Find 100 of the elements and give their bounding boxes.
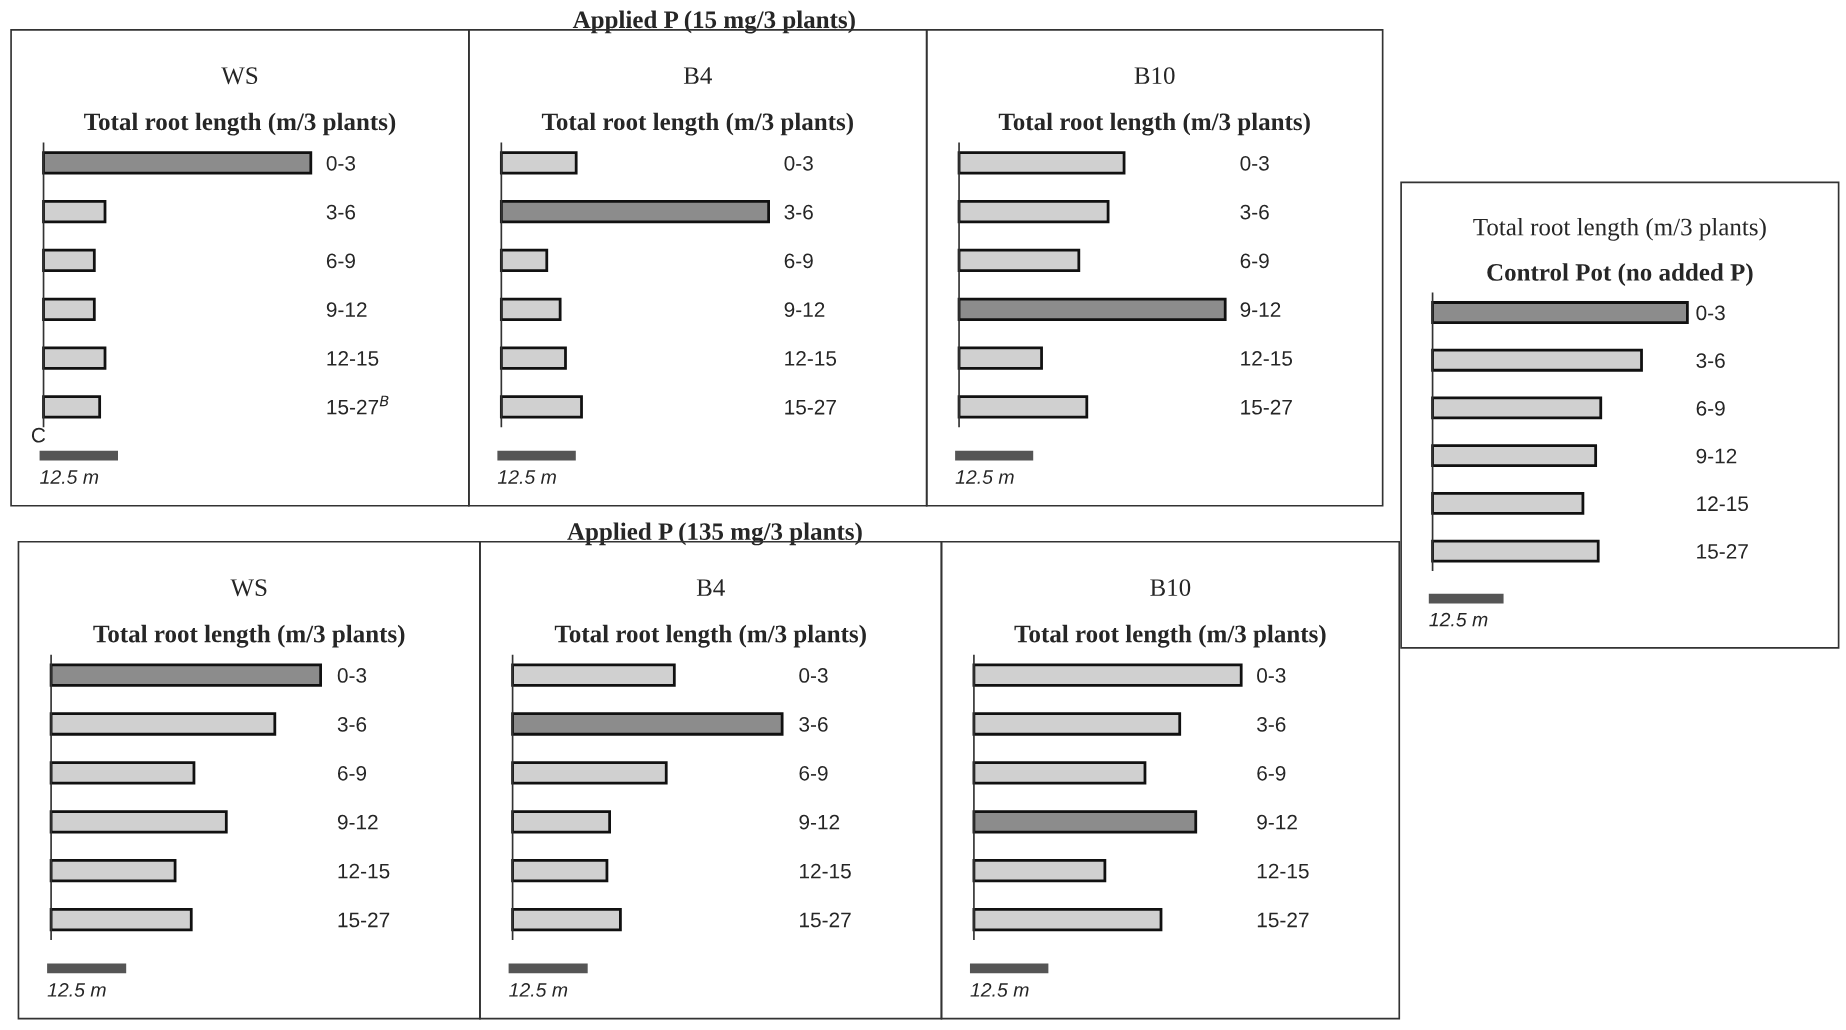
text: 12.5 m	[970, 983, 1029, 997]
bar	[957, 346, 1043, 370]
bar	[972, 761, 1147, 785]
text: C	[31, 427, 46, 443]
text: 12.5 m	[497, 470, 556, 484]
text: 12.5 m	[40, 470, 99, 484]
chart-subtitle: Total root length (m/3 plants)	[84, 112, 396, 136]
chart-title: B10	[1134, 67, 1175, 85]
y-tick-label: 15-27	[338, 912, 390, 928]
chart-subtitle: Control Pot (no added P)	[1487, 263, 1753, 286]
bar	[957, 151, 1126, 175]
chart-subtitle: Total root length (m/3 plants)	[554, 624, 866, 648]
y-tick-label: 15-27	[1257, 912, 1309, 928]
chart-title: B4	[696, 579, 725, 596]
y-tick-label: 15-27	[1697, 544, 1748, 559]
chart-subtitle: Total root length (m/3 plants)	[1014, 624, 1326, 648]
text: 12.5 m	[955, 470, 1014, 484]
y-tick-label: 0-3	[326, 155, 356, 171]
bar	[49, 712, 277, 736]
bar	[511, 859, 609, 883]
y-tick-label: 3-6	[1240, 204, 1269, 220]
bar	[42, 346, 107, 370]
bar	[49, 663, 323, 687]
bar	[511, 712, 784, 736]
chart-title: B10	[1150, 579, 1191, 597]
bar	[499, 395, 583, 419]
bar	[957, 297, 1227, 321]
y-tick-label: 12-15	[785, 351, 837, 366]
bar	[499, 297, 562, 321]
y-tick-label: 12-15	[327, 351, 379, 366]
bar	[42, 297, 96, 321]
y-tick-label: 6-9	[338, 765, 367, 781]
chart-subtitle: Total root length (m/3 plants)	[93, 624, 405, 648]
y-tick-label: 12-15	[1697, 496, 1749, 512]
chart-title: B4	[683, 67, 712, 84]
bar	[42, 248, 96, 273]
bar	[957, 248, 1081, 273]
y-tick-label: 0-3	[1696, 305, 1725, 321]
bar	[972, 712, 1182, 736]
y-tick-label: 0-3	[784, 155, 813, 171]
bar	[42, 151, 313, 175]
bar	[49, 810, 228, 834]
y-tick-label: 9-12	[799, 814, 840, 830]
y-tick-label: 0-3	[1240, 155, 1269, 171]
y-tick-label: 0-3	[1257, 668, 1286, 683]
chart-subtitle: Total root length (m/3 plants)	[541, 112, 853, 136]
y-tick-label: 9-12	[337, 814, 378, 830]
bar	[1431, 491, 1585, 515]
text: 12.5 m	[47, 983, 106, 997]
bar	[511, 663, 676, 687]
y-tick-label: 15-27$^{B}$	[327, 395, 389, 415]
chart-title: WS	[221, 67, 258, 85]
y-tick-label: 0-3	[799, 668, 828, 683]
y-tick-label: 3-6	[799, 716, 828, 732]
bar	[499, 200, 771, 224]
bar	[972, 907, 1163, 932]
bar	[49, 907, 193, 932]
chart-title: WS	[230, 579, 267, 597]
y-tick-label: 6-9	[326, 253, 355, 269]
bar	[49, 859, 177, 883]
text: 12.5 m	[509, 983, 568, 997]
bar	[511, 907, 622, 932]
y-tick-label: 12-15	[1241, 351, 1293, 366]
bar	[1431, 444, 1598, 468]
bar	[972, 810, 1198, 834]
text: Applied P (135 mg/3 plants)	[567, 522, 862, 546]
y-tick-label: 6-9	[1696, 400, 1725, 416]
y-tick-label: 12-15	[338, 863, 390, 879]
y-tick-label: 3-6	[1257, 716, 1286, 732]
y-tick-label: 6-9	[1257, 765, 1286, 781]
bar	[1431, 539, 1600, 563]
bar	[499, 151, 578, 175]
bar	[42, 200, 107, 224]
bar	[499, 248, 549, 273]
y-tick-label: 3-6	[326, 204, 356, 220]
y-tick-label: 6-9	[1240, 253, 1269, 269]
y-tick-label: 6-9	[799, 765, 828, 781]
y-tick-label: 3-6	[1696, 353, 1725, 368]
y-tick-label: 12-15	[800, 863, 851, 879]
bar	[1431, 396, 1603, 420]
bar	[972, 663, 1243, 687]
y-tick-label: 3-6	[337, 716, 367, 732]
y-tick-label: 15-27	[1241, 399, 1292, 415]
chart-title: Total root length (m/3 plants)	[1473, 217, 1766, 241]
bar	[1431, 348, 1643, 372]
chart-subtitle: Total root length (m/3 plants)	[998, 112, 1310, 136]
y-tick-label: 0-3	[337, 668, 367, 683]
y-tick-label: 15-27	[785, 399, 836, 415]
y-tick-label: 9-12	[1696, 448, 1737, 464]
y-tick-label: 6-9	[784, 253, 813, 269]
text: Applied P (15 mg/3 plants)	[572, 10, 855, 34]
y-tick-label: 9-12	[326, 302, 367, 318]
bar	[49, 761, 196, 785]
y-tick-label: 9-12	[1257, 814, 1297, 830]
bar	[957, 395, 1089, 419]
bar	[1431, 301, 1689, 324]
bar	[499, 346, 567, 370]
y-tick-label: 12-15	[1257, 863, 1309, 879]
bar	[511, 810, 612, 834]
bar	[511, 761, 668, 785]
